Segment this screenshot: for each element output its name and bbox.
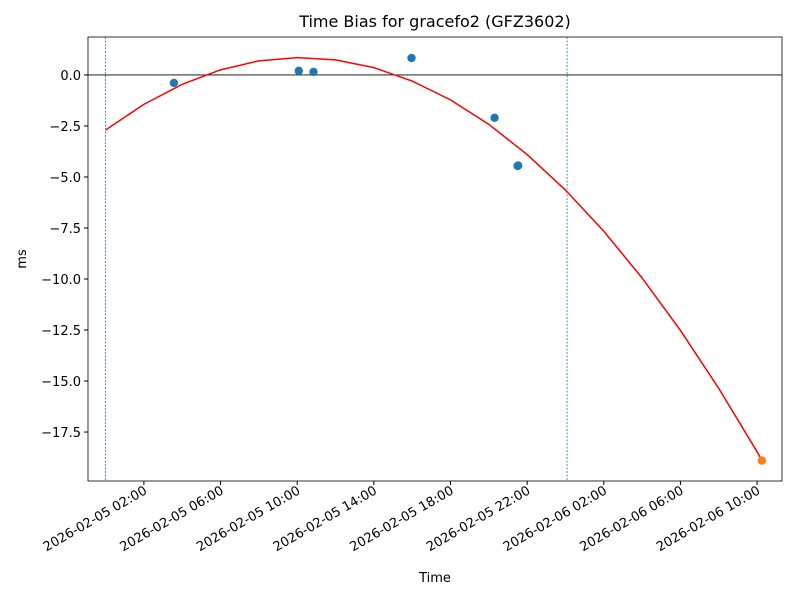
y-tick-label: 0.0 bbox=[60, 69, 81, 84]
y-tick-label: −15.0 bbox=[41, 375, 81, 390]
plot-frame bbox=[87, 36, 783, 482]
y-tick-label: −5.0 bbox=[49, 171, 81, 186]
fit-line bbox=[105, 56, 763, 461]
data-point bbox=[407, 53, 416, 63]
y-tick-label: −12.5 bbox=[41, 324, 81, 339]
data-point bbox=[757, 456, 767, 465]
y-tick-label: −2.5 bbox=[49, 120, 81, 135]
data-point bbox=[490, 113, 499, 123]
y-axis-label: ms bbox=[15, 249, 30, 269]
y-tick-label: −7.5 bbox=[49, 222, 81, 237]
data-point bbox=[169, 78, 179, 88]
data-point bbox=[513, 161, 523, 170]
data-point bbox=[309, 67, 318, 77]
data-point bbox=[294, 66, 303, 76]
x-axis-label: Time bbox=[418, 571, 451, 586]
y-tick-label: −17.5 bbox=[41, 426, 81, 441]
chart-title: Time Bias for gracefo2 (GFZ3602) bbox=[298, 12, 571, 31]
y-tick-label: −10.0 bbox=[41, 273, 81, 288]
